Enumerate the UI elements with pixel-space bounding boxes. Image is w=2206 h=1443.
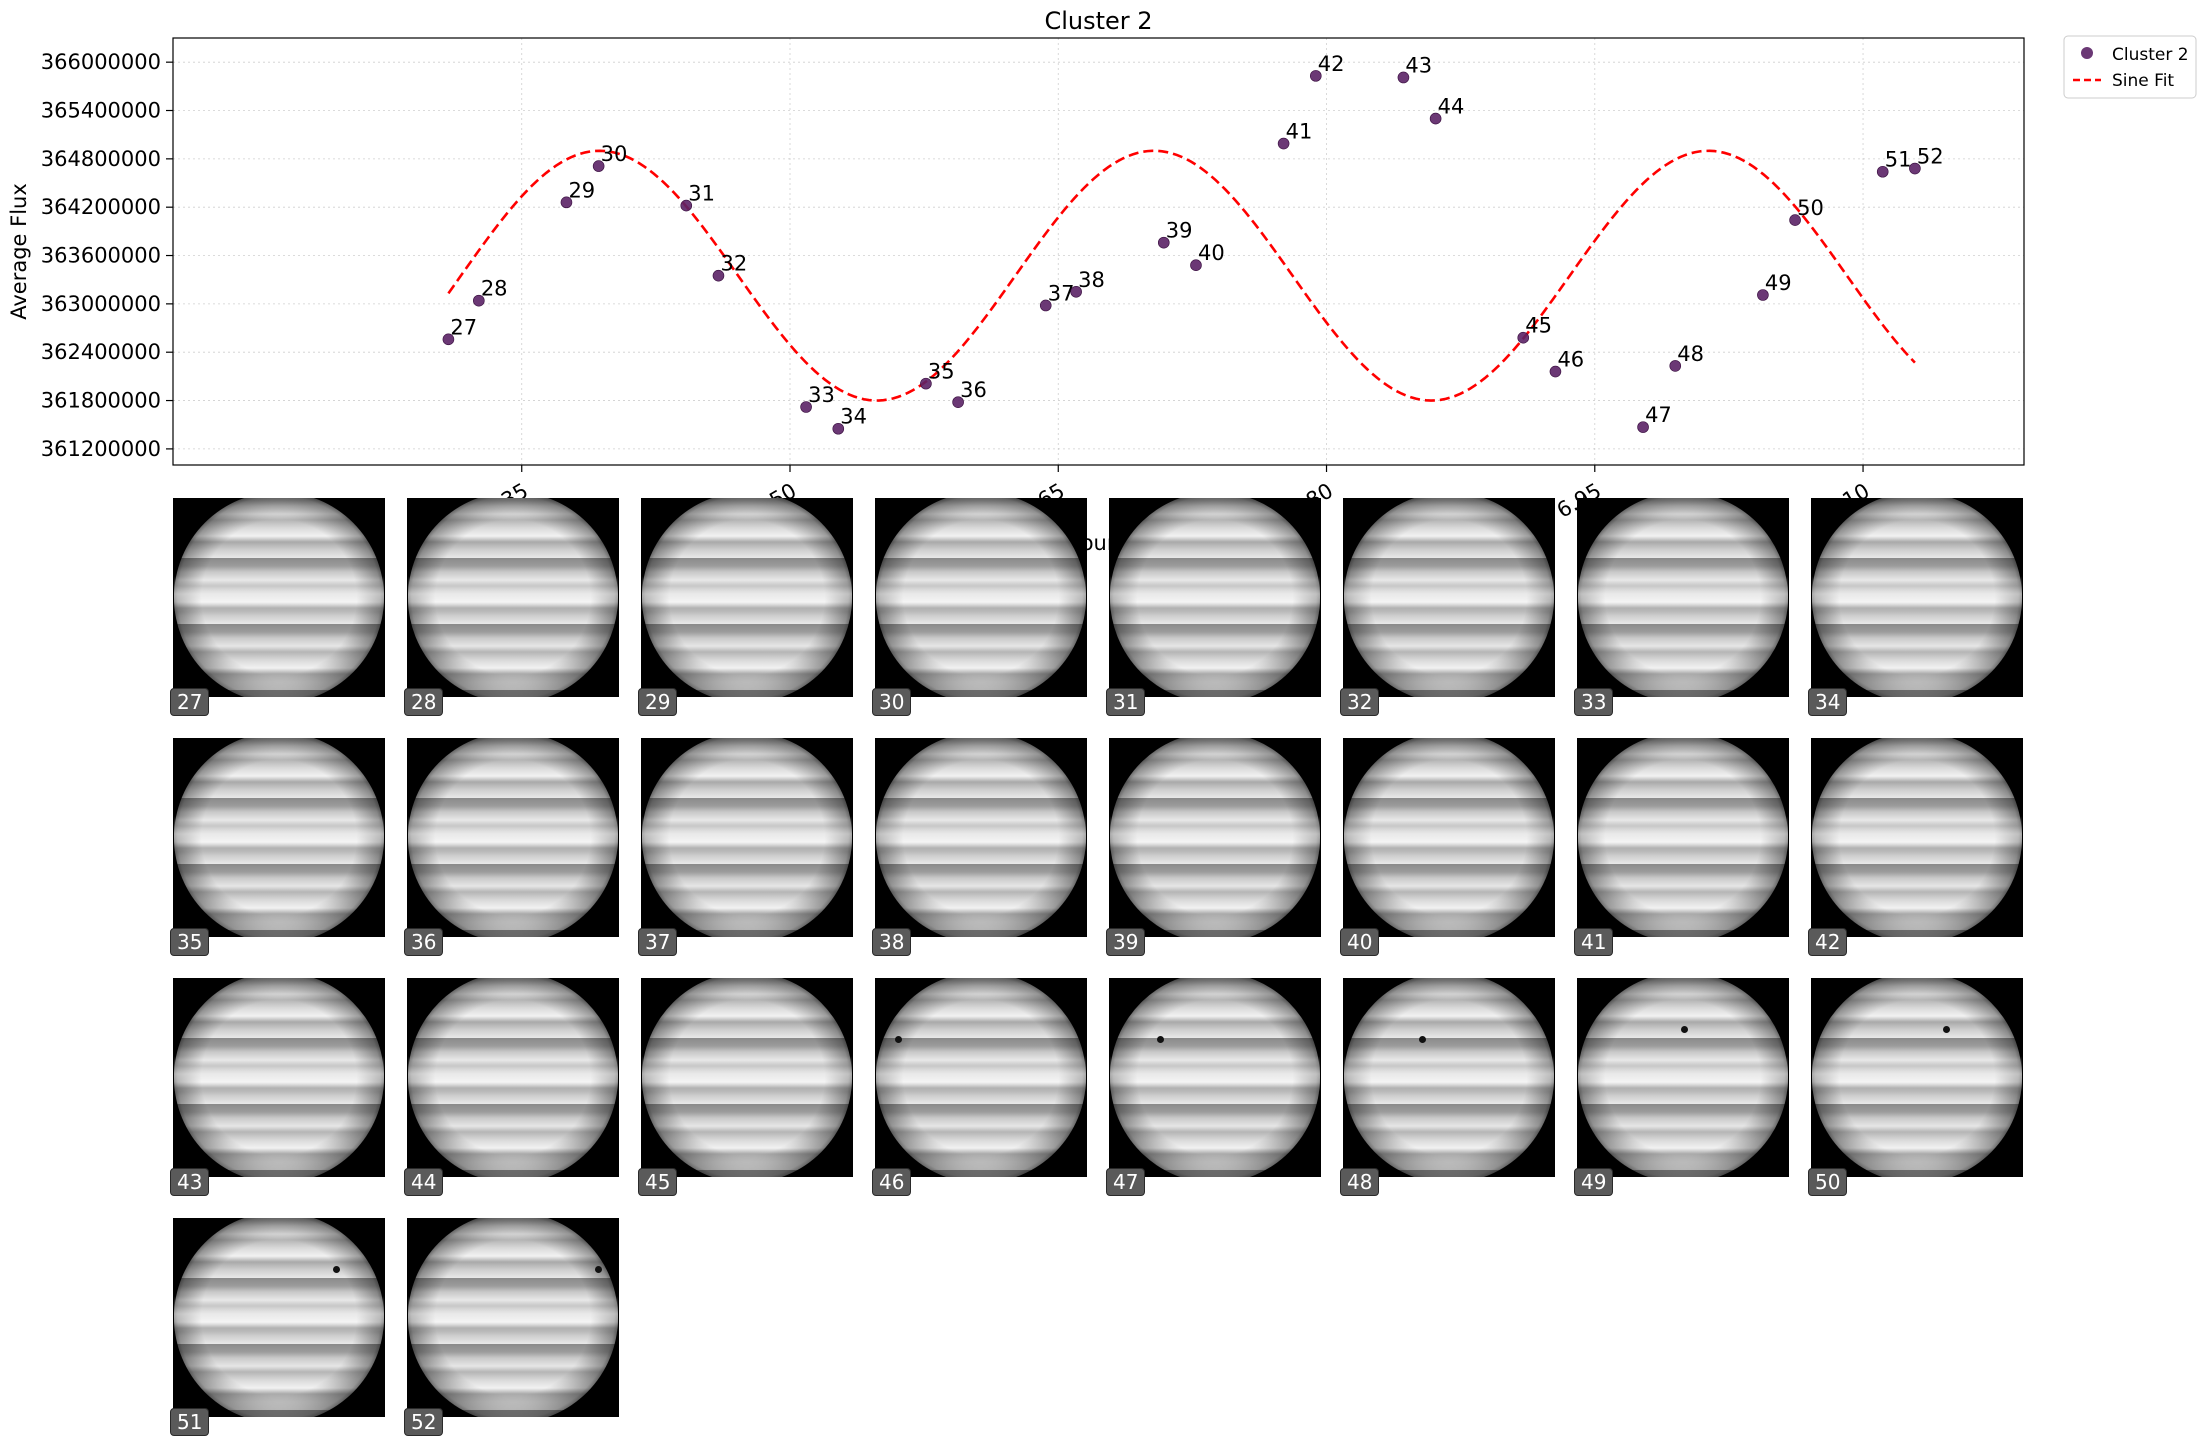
- y-tick-label: 363000000: [41, 292, 161, 316]
- data-label: 37: [1048, 281, 1075, 305]
- data-point: [832, 422, 845, 435]
- data-point: [712, 269, 725, 282]
- data-label: 48: [1677, 342, 1704, 366]
- data-point: [1070, 285, 1082, 298]
- legend-label-fit: Sine Fit: [2112, 71, 2174, 91]
- data-label: 34: [840, 405, 867, 429]
- data-label: 44: [1438, 95, 1465, 119]
- data-point: [1757, 289, 1769, 301]
- data-point: [1789, 214, 1801, 226]
- data-point: [1549, 365, 1562, 378]
- y-tick-label: 364800000: [41, 147, 161, 171]
- data-label: 46: [1557, 348, 1584, 372]
- y-tick-label: 361200000: [41, 437, 161, 461]
- data-point: [442, 333, 455, 346]
- x-tick-label: 7.10: [1821, 479, 1874, 523]
- y-tick-label: 362400000: [41, 340, 161, 364]
- x-tick-label: 6.50: [748, 479, 801, 523]
- y-tick-label: 364200000: [41, 195, 161, 219]
- data-point: [1039, 299, 1052, 312]
- x-tick-label: 6.65: [1016, 479, 1069, 523]
- data-point: [1669, 360, 1682, 372]
- data-label: 29: [568, 178, 595, 202]
- data-point: [473, 294, 485, 307]
- data-point: [1517, 331, 1530, 344]
- x-tick-label: 6.80: [1285, 479, 1338, 523]
- data-label: 32: [720, 252, 747, 276]
- data-label: 42: [1318, 52, 1345, 76]
- data-label: 43: [1405, 53, 1432, 77]
- y-tick-label: 361800000: [41, 389, 161, 413]
- y-tick-label: 363600000: [41, 244, 161, 268]
- data-point: [1397, 71, 1410, 84]
- data-label: 49: [1765, 271, 1792, 295]
- data-label: 30: [601, 142, 628, 166]
- x-tick-label: 6.95: [1553, 479, 1606, 523]
- data-label: 39: [1166, 219, 1193, 243]
- legend-scatter-marker: [2081, 47, 2093, 59]
- y-tick-label: 366000000: [41, 50, 161, 74]
- y-axis-label: Average Flux: [7, 183, 31, 320]
- data-label: 36: [960, 378, 987, 402]
- data-label: 33: [808, 383, 835, 407]
- legend-label-cluster: Cluster 2: [2112, 45, 2189, 65]
- data-point: [1429, 112, 1442, 125]
- data-label: 50: [1797, 196, 1824, 220]
- data-point: [1157, 236, 1170, 249]
- data-label: 41: [1286, 120, 1313, 144]
- data-point: [1309, 70, 1322, 82]
- data-label: 35: [928, 360, 955, 384]
- plot-frame: [172, 37, 2025, 466]
- data-point: [920, 377, 932, 390]
- data-point: [1190, 259, 1202, 271]
- data-point: [680, 199, 693, 212]
- chart-title: Cluster 2: [1044, 7, 1152, 35]
- data-point: [592, 160, 605, 172]
- y-tick-label: 365400000: [41, 99, 161, 123]
- plot-area: [173, 38, 2024, 465]
- sine-fit-line: [447, 149, 1916, 402]
- data-label: 52: [1917, 145, 1944, 169]
- data-label: 45: [1525, 314, 1552, 338]
- data-label: 40: [1198, 241, 1225, 265]
- data-point: [1876, 165, 1889, 178]
- data-point: [800, 401, 812, 413]
- data-label: 31: [688, 182, 715, 206]
- data-point: [1277, 137, 1290, 150]
- data-label: 27: [450, 315, 477, 339]
- x-tick-label: 6.35: [480, 479, 533, 523]
- data-point: [1909, 162, 1921, 175]
- legend-box: [2063, 35, 2197, 99]
- data-point: [952, 396, 964, 408]
- data-label: 28: [481, 277, 508, 301]
- data-point: [560, 196, 573, 209]
- data-point: [1637, 421, 1649, 433]
- data-label: 47: [1645, 403, 1672, 427]
- x-axis-label: Time (hours since): [1000, 531, 1196, 555]
- data-label: 38: [1078, 268, 1105, 292]
- data-label: 51: [1885, 148, 1912, 172]
